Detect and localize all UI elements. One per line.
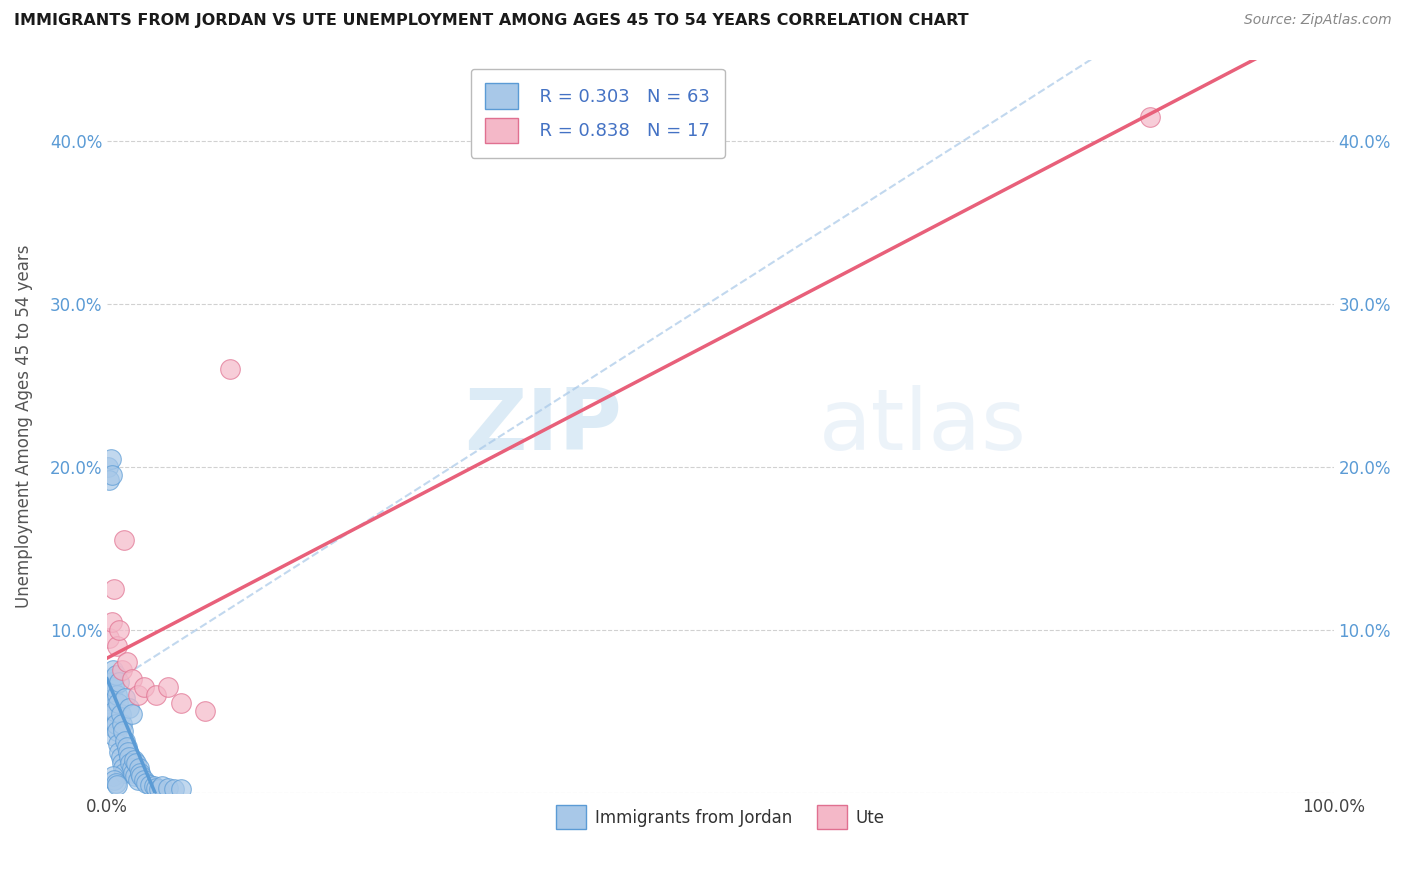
Point: [150, 779, 173, 793]
Point: [132, 680, 155, 694]
Point: [114, 691, 136, 706]
Point: [111, 756, 134, 771]
Point: [145, 688, 167, 702]
Point: [157, 680, 180, 694]
Point: [107, 737, 129, 751]
Point: [101, 691, 124, 706]
Text: IMMIGRANTS FROM JORDAN VS UTE UNEMPLOYMENT AMONG AGES 45 TO 54 YEARS CORRELATION: IMMIGRANTS FROM JORDAN VS UTE UNEMPLOYME…: [14, 13, 969, 29]
Point: [169, 696, 191, 710]
Text: Source: ZipAtlas.com: Source: ZipAtlas.com: [1244, 13, 1392, 28]
Point: [105, 777, 128, 791]
Point: [98, 707, 121, 722]
Point: [97, 696, 120, 710]
Point: [124, 769, 146, 783]
Point: [98, 631, 121, 645]
Point: [148, 782, 170, 797]
Point: [1139, 110, 1161, 124]
Point: [101, 721, 124, 735]
Point: [218, 362, 240, 376]
Point: [115, 739, 138, 754]
Point: [132, 772, 155, 787]
Point: [101, 468, 124, 483]
Point: [105, 723, 128, 738]
Point: [122, 753, 145, 767]
Point: [108, 674, 131, 689]
Text: atlas: atlas: [818, 384, 1026, 467]
Point: [120, 756, 142, 771]
Point: [101, 701, 124, 715]
Point: [128, 761, 150, 775]
Point: [163, 782, 186, 797]
Point: [121, 761, 143, 775]
Point: [101, 615, 124, 629]
Point: [114, 733, 136, 747]
Point: [103, 680, 125, 694]
Y-axis label: Unemployment Among Ages 45 to 54 years: Unemployment Among Ages 45 to 54 years: [15, 244, 32, 607]
Point: [104, 668, 127, 682]
Point: [108, 745, 131, 759]
Point: [100, 672, 122, 686]
Legend: Immigrants from Jordan, Ute: Immigrants from Jordan, Ute: [550, 798, 891, 836]
Point: [129, 766, 152, 780]
Point: [157, 780, 180, 795]
Point: [103, 729, 125, 743]
Point: [169, 782, 191, 797]
Point: [118, 749, 141, 764]
Point: [100, 712, 122, 726]
Point: [131, 769, 153, 783]
Point: [111, 761, 134, 775]
Point: [105, 688, 128, 702]
Point: [121, 672, 143, 686]
Point: [98, 684, 121, 698]
Point: [107, 696, 129, 710]
Point: [101, 674, 124, 689]
Point: [105, 639, 128, 653]
Point: [118, 701, 141, 715]
Text: ZIP: ZIP: [464, 384, 623, 467]
Point: [110, 749, 132, 764]
Point: [125, 756, 148, 771]
Point: [194, 704, 217, 718]
Point: [100, 451, 122, 466]
Point: [135, 776, 157, 790]
Point: [142, 779, 165, 793]
Point: [104, 776, 127, 790]
Point: [117, 745, 139, 759]
Point: [112, 533, 135, 548]
Point: [111, 664, 134, 678]
Point: [112, 766, 135, 780]
Point: [115, 656, 138, 670]
Point: [127, 772, 149, 787]
Point: [145, 780, 167, 795]
Point: [108, 623, 131, 637]
Point: [139, 777, 162, 791]
Point: [111, 717, 134, 731]
Point: [101, 664, 124, 678]
Point: [104, 717, 127, 731]
Point: [103, 582, 125, 596]
Point: [110, 707, 132, 722]
Point: [101, 769, 124, 783]
Point: [103, 772, 125, 787]
Point: [121, 707, 143, 722]
Point: [98, 473, 121, 487]
Point: [97, 459, 120, 474]
Point: [111, 723, 134, 738]
Point: [103, 704, 125, 718]
Point: [121, 766, 143, 780]
Point: [127, 688, 149, 702]
